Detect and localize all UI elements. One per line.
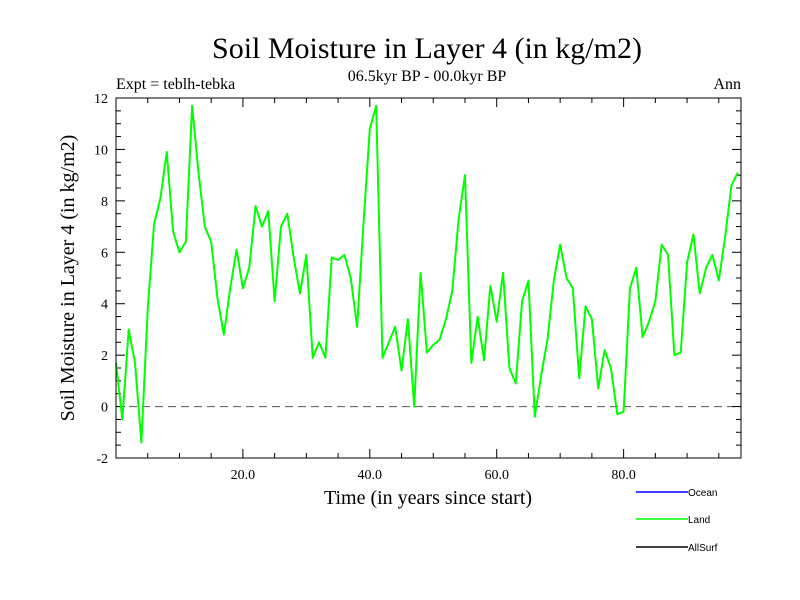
legend-label-allsurf: AllSurf <box>688 543 718 554</box>
y-tick-label: 6 <box>101 246 108 261</box>
chart-subtitle: 06.5kyr BP - 00.0kyr BP <box>348 68 507 85</box>
series-line-land <box>115 104 739 444</box>
x-tick-label: 40.0 <box>358 468 383 483</box>
x-tick-label: 20.0 <box>231 468 256 483</box>
legend-label-land: Land <box>688 515 710 526</box>
y-tick-label: 4 <box>101 298 108 313</box>
plot-frame <box>115 97 742 459</box>
y-tick-label: 12 <box>94 92 108 107</box>
x-tick-label: 80.0 <box>611 468 636 483</box>
y-tick-label: 10 <box>94 143 108 158</box>
x-tick-label: 60.0 <box>484 468 509 483</box>
legend: Ocean Land AllSurf <box>636 488 718 554</box>
y-axis-label: Soil Moisture in Layer 4 (in kg/m2) <box>57 135 79 422</box>
y-tick-label: -2 <box>96 452 108 467</box>
legend-label-ocean: Ocean <box>688 488 717 499</box>
y-tick-label: 8 <box>101 195 108 210</box>
x-axis-label: Time (in years since start) <box>324 487 532 509</box>
chart-title: Soil Moisture in Layer 4 (in kg/m2) <box>212 32 642 65</box>
series-layer <box>115 104 739 444</box>
season-label: Ann <box>713 76 741 93</box>
tick-layer: -2 0 2 4 6 8 10 12 20.0 40.0 60.0 80.0 <box>94 92 741 483</box>
experiment-label: Expt = teblh-tebka <box>116 76 235 93</box>
y-tick-label: 0 <box>101 401 108 416</box>
y-tick-label: 2 <box>101 349 108 364</box>
